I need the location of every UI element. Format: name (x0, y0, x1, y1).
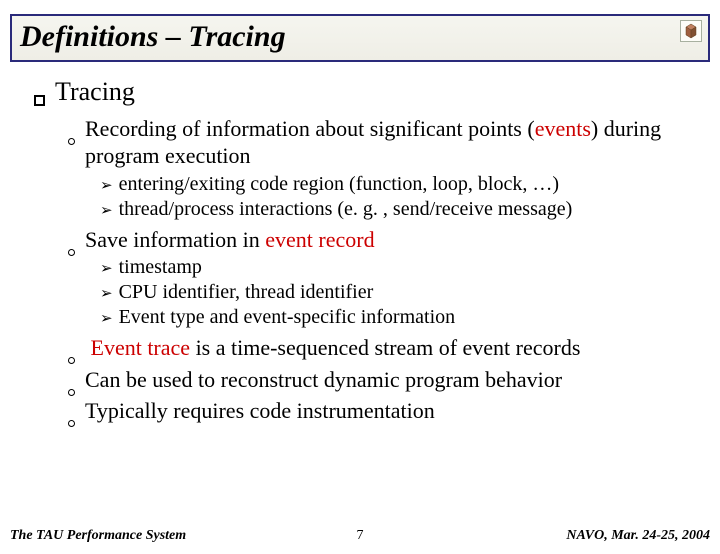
arrow-bullet-icon: ➢ (100, 202, 113, 221)
bullet-level1: Tracing (34, 76, 690, 109)
logo-icon (680, 20, 702, 42)
circle-bullet-icon (68, 138, 75, 145)
heading-text: Tracing (55, 76, 135, 109)
bullet-level2: Save information in event record (68, 226, 690, 254)
bullet-level3: ➢ entering/exiting code region (function,… (100, 172, 690, 222)
bullet-text: Can be used to reconstruct dynamic progr… (85, 366, 562, 394)
circle-bullet-icon (68, 357, 75, 364)
bullet-text: Typically requires code instrumentation (85, 397, 435, 425)
bullet-text: Save information in event record (85, 226, 375, 254)
sub-bullet-text: entering/exiting code region (function, … (119, 172, 559, 197)
footer: The TAU Performance System 7 NAVO, Mar. … (10, 528, 710, 544)
square-bullet-icon (34, 95, 45, 106)
slide-number: 7 (357, 528, 364, 544)
slide-body: Tracing Recording of information about s… (0, 62, 720, 425)
arrow-bullet-icon: ➢ (100, 310, 113, 329)
sub-bullet-text: Event type and event-specific informatio… (119, 305, 456, 330)
circle-bullet-icon (68, 249, 75, 256)
footer-left: The TAU Performance System (10, 528, 186, 544)
bullet-text: Recording of information about significa… (85, 115, 690, 170)
sub-bullet-text: CPU identifier, thread identifier (119, 280, 374, 305)
bullet-level2: Can be used to reconstruct dynamic progr… (68, 366, 690, 394)
sub-bullet-text: thread/process interactions (e. g. , sen… (119, 197, 573, 222)
arrow-bullet-icon: ➢ (100, 260, 113, 279)
bullet-level3: ➢ timestamp ➢ CPU identifier, thread ident… (100, 255, 690, 330)
bullet-level2: Typically requires code instrumentation (68, 397, 690, 425)
sub-bullet-text: timestamp (119, 255, 202, 280)
footer-right: NAVO, Mar. 24-25, 2004 (566, 528, 710, 544)
bullet-text: Event trace is a time-sequenced stream o… (85, 334, 580, 362)
bullet-level2: Recording of information about significa… (68, 115, 690, 170)
arrow-bullet-icon: ➢ (100, 177, 113, 196)
arrow-bullet-icon: ➢ (100, 285, 113, 304)
slide-title: Definitions – Tracing (20, 20, 286, 53)
circle-bullet-icon (68, 389, 75, 396)
bullet-level2: Event trace is a time-sequenced stream o… (68, 334, 690, 362)
circle-bullet-icon (68, 420, 75, 427)
title-bar: Definitions – Tracing (10, 14, 710, 62)
